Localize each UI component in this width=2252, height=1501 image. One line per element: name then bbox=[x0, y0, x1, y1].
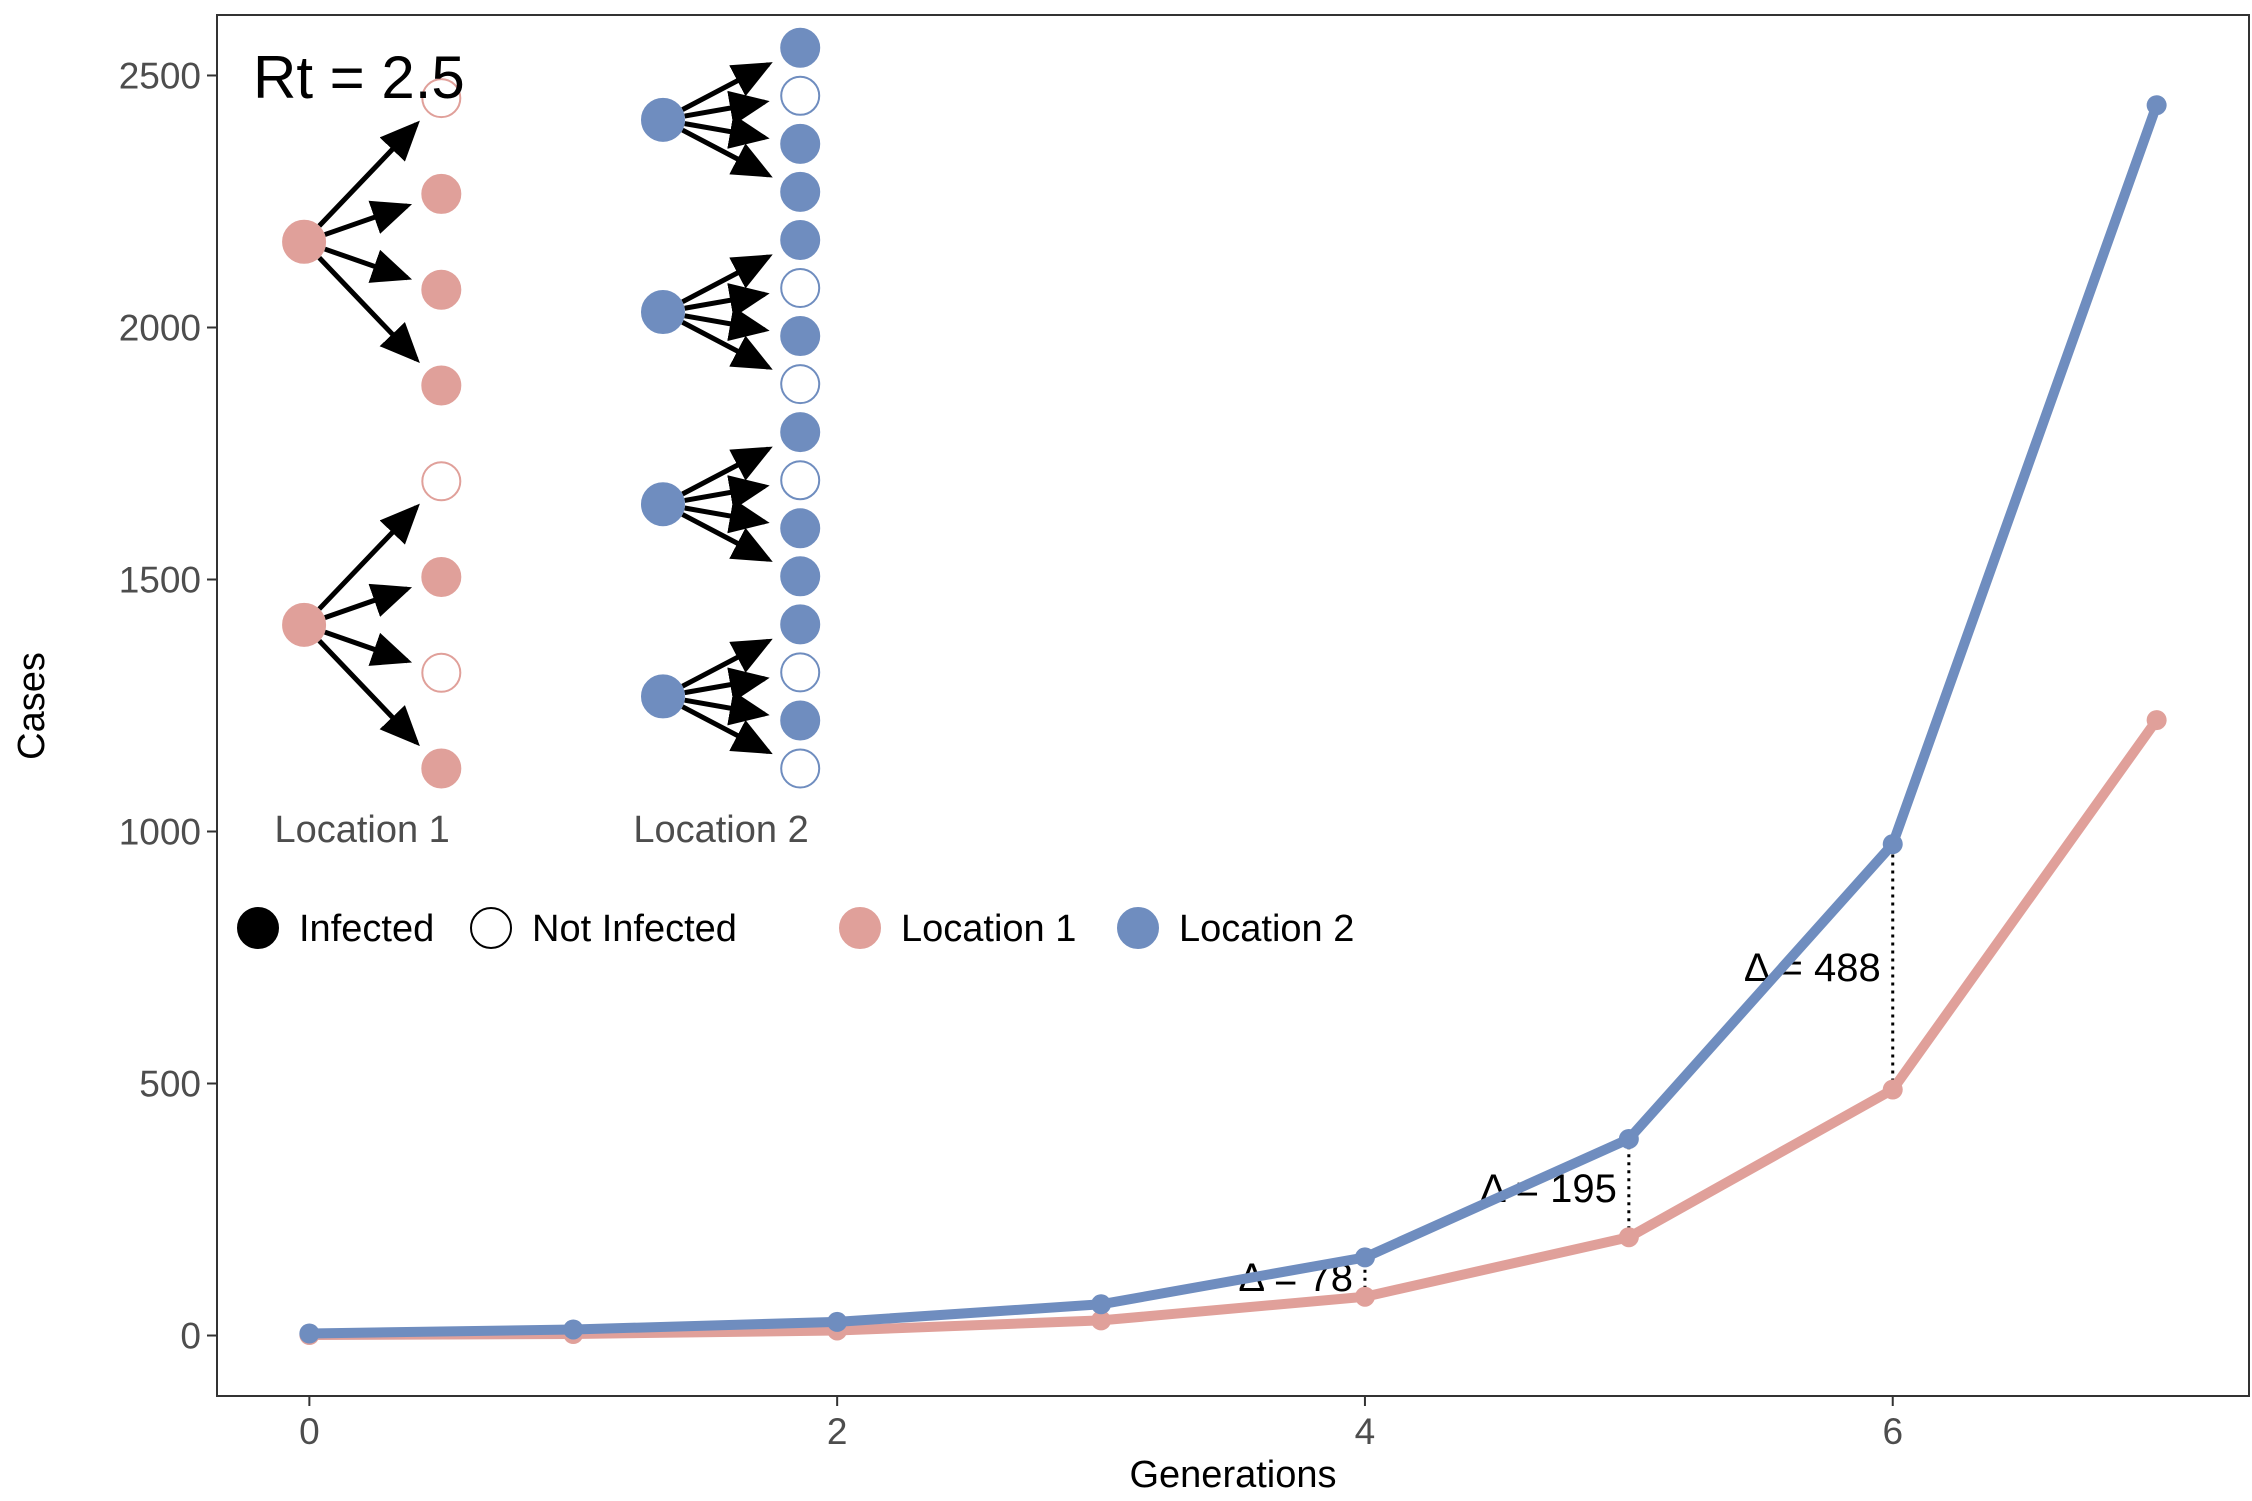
transmission-arrow bbox=[317, 639, 420, 747]
transmission-arrow bbox=[684, 90, 770, 126]
infected-case-dot bbox=[421, 269, 462, 310]
transmission-arrow bbox=[684, 498, 770, 534]
not-infected-case-dot bbox=[780, 460, 821, 501]
transmission-arrow bbox=[317, 120, 420, 228]
source-case-dot bbox=[282, 219, 327, 264]
infected-case-dot bbox=[780, 556, 821, 597]
x-tick-label: 4 bbox=[1355, 1411, 1376, 1452]
y-tick-label: 0 bbox=[180, 1316, 201, 1357]
data-point bbox=[1091, 1310, 1112, 1331]
y-tick-label: 2000 bbox=[119, 307, 201, 348]
legend-label: Location 1 bbox=[901, 908, 1076, 950]
y-axis: 0 500 1000 1500 2000 2500 bbox=[119, 55, 217, 1357]
y-tick-label: 1500 bbox=[119, 559, 201, 600]
transmission-arrow bbox=[681, 254, 773, 305]
series-line bbox=[304, 715, 2162, 1341]
transmission-arrow bbox=[317, 503, 420, 611]
data-point bbox=[2146, 95, 2167, 116]
infected-case-dot bbox=[421, 365, 462, 406]
legend: Infected Not Infected Location 1 Location 2 bbox=[237, 907, 1354, 950]
legend-key bbox=[237, 907, 279, 949]
transmission-arrow bbox=[684, 283, 770, 318]
inset-label: Location 2 bbox=[633, 809, 808, 851]
plot-panel bbox=[216, 14, 2250, 1397]
transmission-arrow bbox=[681, 127, 773, 178]
infected-case-dot bbox=[780, 700, 821, 741]
not-infected-case-dot bbox=[780, 652, 821, 693]
infected-case-dot bbox=[780, 219, 821, 260]
series-line bbox=[304, 100, 2162, 1339]
transmission-arrow bbox=[684, 667, 770, 702]
infected-case-dot bbox=[421, 748, 462, 789]
legend-key bbox=[839, 907, 881, 949]
data-point bbox=[1618, 1227, 1639, 1248]
transmission-arrow bbox=[681, 62, 773, 112]
transmission-arrow bbox=[681, 512, 773, 562]
data-point bbox=[1882, 1079, 1903, 1100]
legend-label: Not Infected bbox=[532, 908, 737, 950]
x-tick-label: 0 bbox=[299, 1411, 320, 1452]
source-case-dot bbox=[640, 674, 685, 719]
y-tick-label: 500 bbox=[139, 1064, 201, 1105]
legend-key bbox=[1117, 907, 1159, 949]
transmission-arrow bbox=[681, 638, 773, 689]
source-case-dot bbox=[282, 602, 327, 647]
inset-label: Location 1 bbox=[274, 809, 449, 851]
data-point bbox=[827, 1311, 848, 1332]
not-infected-case-dot bbox=[780, 75, 821, 116]
transmission-arrow bbox=[324, 629, 413, 666]
source-case-dot bbox=[640, 290, 685, 335]
transmission-arrow bbox=[684, 690, 770, 726]
x-tick-label: 2 bbox=[827, 1411, 848, 1452]
legend-label: Infected bbox=[299, 908, 434, 950]
data-point bbox=[1618, 1128, 1639, 1149]
infected-case-dot bbox=[780, 508, 821, 549]
data-point bbox=[299, 1323, 320, 1344]
infected-case-dot bbox=[780, 316, 821, 357]
not-infected-case-dot bbox=[421, 652, 462, 693]
y-axis-title: Cases bbox=[11, 652, 53, 760]
transmission-arrow bbox=[684, 306, 770, 342]
y-tick-label: 1000 bbox=[119, 812, 201, 853]
infected-case-dot bbox=[780, 27, 821, 68]
infected-case-dot bbox=[780, 604, 821, 645]
transmission-arrow bbox=[684, 114, 770, 149]
transmission-arrow bbox=[324, 583, 413, 620]
x-axis-title: Generations bbox=[1129, 1454, 1336, 1496]
series-lines bbox=[299, 95, 2167, 1346]
data-point bbox=[1354, 1247, 1375, 1268]
transmission-arrow bbox=[324, 200, 413, 237]
infected-case-dot bbox=[780, 412, 821, 453]
y-tick-label: 2500 bbox=[119, 55, 201, 96]
infected-case-dot bbox=[780, 171, 821, 212]
transmission-arrow bbox=[681, 320, 773, 370]
transmission-arrow bbox=[324, 246, 413, 283]
data-point bbox=[2146, 710, 2167, 731]
legend-key bbox=[470, 907, 512, 949]
infected-case-dot bbox=[780, 123, 821, 164]
data-point bbox=[563, 1319, 584, 1340]
not-infected-case-dot bbox=[780, 748, 821, 789]
transmission-arrow bbox=[681, 704, 773, 755]
legend-label: Location 2 bbox=[1179, 908, 1354, 950]
not-infected-case-dot bbox=[421, 78, 462, 119]
data-point bbox=[1354, 1286, 1375, 1307]
data-point bbox=[1091, 1294, 1112, 1315]
not-infected-case-dot bbox=[780, 268, 821, 309]
x-tick-label: 6 bbox=[1882, 1411, 1903, 1452]
rt-label: Rt = 2.5 bbox=[253, 44, 465, 111]
x-axis: 0 2 4 6 bbox=[299, 1396, 1903, 1452]
not-infected-case-dot bbox=[421, 461, 462, 502]
infected-case-dot bbox=[421, 556, 462, 597]
transmission-arrow bbox=[681, 446, 773, 497]
source-case-dot bbox=[640, 97, 685, 142]
not-infected-case-dot bbox=[780, 364, 821, 405]
transmission-arrow bbox=[317, 255, 420, 364]
transmission-insets: Location 1 Location 2 bbox=[274, 27, 821, 851]
source-case-dot bbox=[640, 482, 685, 527]
transmission-arrow bbox=[684, 475, 770, 510]
data-point bbox=[1882, 834, 1903, 855]
infected-case-dot bbox=[421, 173, 462, 214]
